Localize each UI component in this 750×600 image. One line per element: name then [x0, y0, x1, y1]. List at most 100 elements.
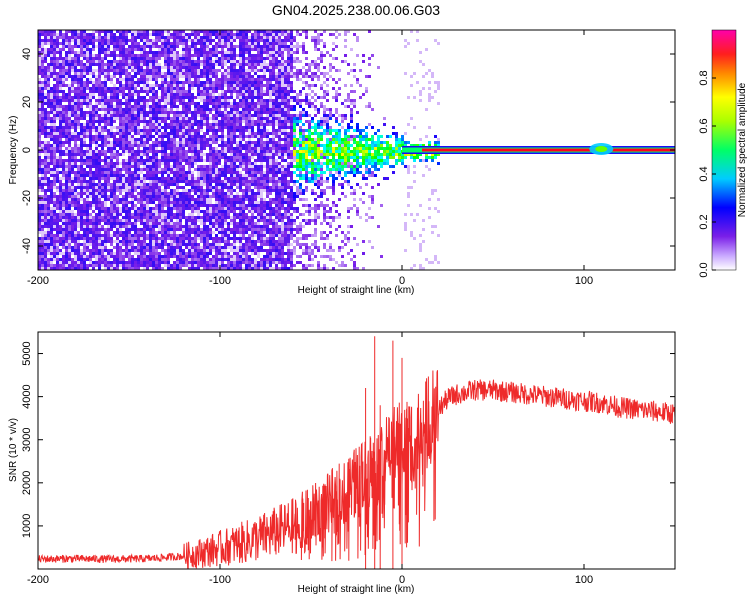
spectrogram-cell — [173, 249, 176, 252]
spectrogram-cell — [125, 264, 128, 267]
spectrogram-cell — [230, 210, 233, 213]
spectrogram-cell — [74, 54, 77, 57]
spectrogram-cell — [80, 216, 83, 219]
spectrogram-cell — [224, 210, 227, 213]
spectrogram-cell — [80, 174, 83, 177]
spectrogram-cell — [152, 117, 155, 120]
spectrogram-cell — [200, 231, 203, 234]
spectrogram-cell — [104, 231, 107, 234]
spectrogram-cell — [92, 84, 95, 87]
spectrogram-cell — [188, 258, 191, 261]
spectrogram-cell — [221, 129, 224, 132]
spectrogram-cell — [146, 69, 149, 72]
spectrogram-cell — [161, 96, 164, 99]
spectrogram-cell — [50, 36, 53, 39]
spectrogram-cell — [59, 234, 62, 237]
spectrogram-cell — [92, 204, 95, 207]
spectrogram-cell — [56, 255, 59, 258]
spectrogram-cell — [116, 87, 119, 90]
spectrogram-cell — [53, 30, 56, 33]
spectrogram-cell — [77, 177, 80, 180]
spectrogram-cell — [215, 78, 218, 81]
spectrogram-cell — [140, 207, 143, 210]
spectrogram-cell — [89, 102, 92, 105]
spectrogram-cell — [179, 249, 182, 252]
spectrogram-cell — [194, 240, 197, 243]
spectrogram-cell — [38, 189, 41, 192]
spectrogram-cell — [38, 114, 41, 117]
spectrogram-cell — [188, 69, 191, 72]
spectrogram-cell — [92, 135, 95, 138]
spectrogram-cell — [116, 99, 119, 102]
spectrogram-cell — [230, 147, 233, 150]
spectrogram-cell — [203, 171, 206, 174]
spectrogram-cell — [44, 177, 47, 180]
spectrogram-cell — [170, 99, 173, 102]
spectrogram-cell — [203, 75, 206, 78]
spectrogram-cell — [83, 255, 86, 258]
spectrogram-cell — [167, 177, 170, 180]
spectrogram-cell — [218, 45, 221, 48]
spectrogram-cell — [44, 255, 47, 258]
spectrogram-cell — [224, 150, 227, 153]
spectrogram-cell — [143, 138, 146, 141]
spectrogram-cell — [50, 180, 53, 183]
spectrogram-cell — [122, 96, 125, 99]
spectrogram-cell — [191, 84, 194, 87]
spectrogram-cell — [164, 234, 167, 237]
spectrogram-cell — [206, 252, 209, 255]
spectrogram-cell — [161, 159, 164, 162]
spectrogram-cell — [83, 66, 86, 69]
spectrogram-cell — [74, 219, 77, 222]
spectrogram-cell — [137, 111, 140, 114]
spectrogram-cell — [56, 267, 59, 270]
spectrogram-cell — [227, 156, 230, 159]
spectrogram-cell — [215, 195, 218, 198]
spectrogram-cell — [38, 87, 41, 90]
spectrogram-cell — [221, 153, 224, 156]
spectrogram-cell — [92, 129, 95, 132]
spectrogram-cell — [167, 42, 170, 45]
spectrogram-cell — [203, 63, 206, 66]
spectrogram-cell — [191, 141, 194, 144]
spectrogram-cell — [215, 219, 218, 222]
spectrogram-cell — [176, 135, 179, 138]
spectrogram-cell — [95, 264, 98, 267]
spectrogram-cell — [44, 39, 47, 42]
spectrogram-cell — [227, 132, 230, 135]
spectrogram-cell — [149, 165, 152, 168]
spectrogram-cell — [242, 243, 245, 246]
spectrogram-cell — [230, 228, 233, 231]
spectrogram-cell — [227, 264, 230, 267]
spectrogram-cell — [179, 264, 182, 267]
spectrogram-cell — [233, 198, 236, 201]
spectrogram-cell — [53, 39, 56, 42]
spectrogram-cell — [77, 258, 80, 261]
spectrogram-cell — [173, 57, 176, 60]
spectrogram-cell — [77, 255, 80, 258]
spectrogram-cell — [170, 210, 173, 213]
spectrogram-cell — [68, 66, 71, 69]
spectrogram-cell — [167, 162, 170, 165]
spectrogram-cell — [161, 174, 164, 177]
spectrogram-cell — [230, 42, 233, 45]
spectrogram-cell — [44, 165, 47, 168]
spectrogram-cell — [98, 138, 101, 141]
spectrogram-cell — [221, 54, 224, 57]
spectrogram-cell — [128, 45, 131, 48]
spectrogram-cell — [110, 261, 113, 264]
spectrogram-cell — [185, 123, 188, 126]
spectrogram-cell — [68, 39, 71, 42]
spectrogram-cell — [197, 264, 200, 267]
spectrogram-cell — [143, 114, 146, 117]
spectrogram-cell — [122, 222, 125, 225]
spectrogram-cell — [59, 153, 62, 156]
spectrogram-cell — [167, 198, 170, 201]
spectrogram-cell — [158, 168, 161, 171]
spectrogram-cell — [164, 57, 167, 60]
spectrogram-cell — [65, 153, 68, 156]
spectrogram-cell — [215, 48, 218, 51]
spectrogram-cell — [167, 90, 170, 93]
spectrogram-cell — [137, 96, 140, 99]
spectrogram-cell — [77, 234, 80, 237]
